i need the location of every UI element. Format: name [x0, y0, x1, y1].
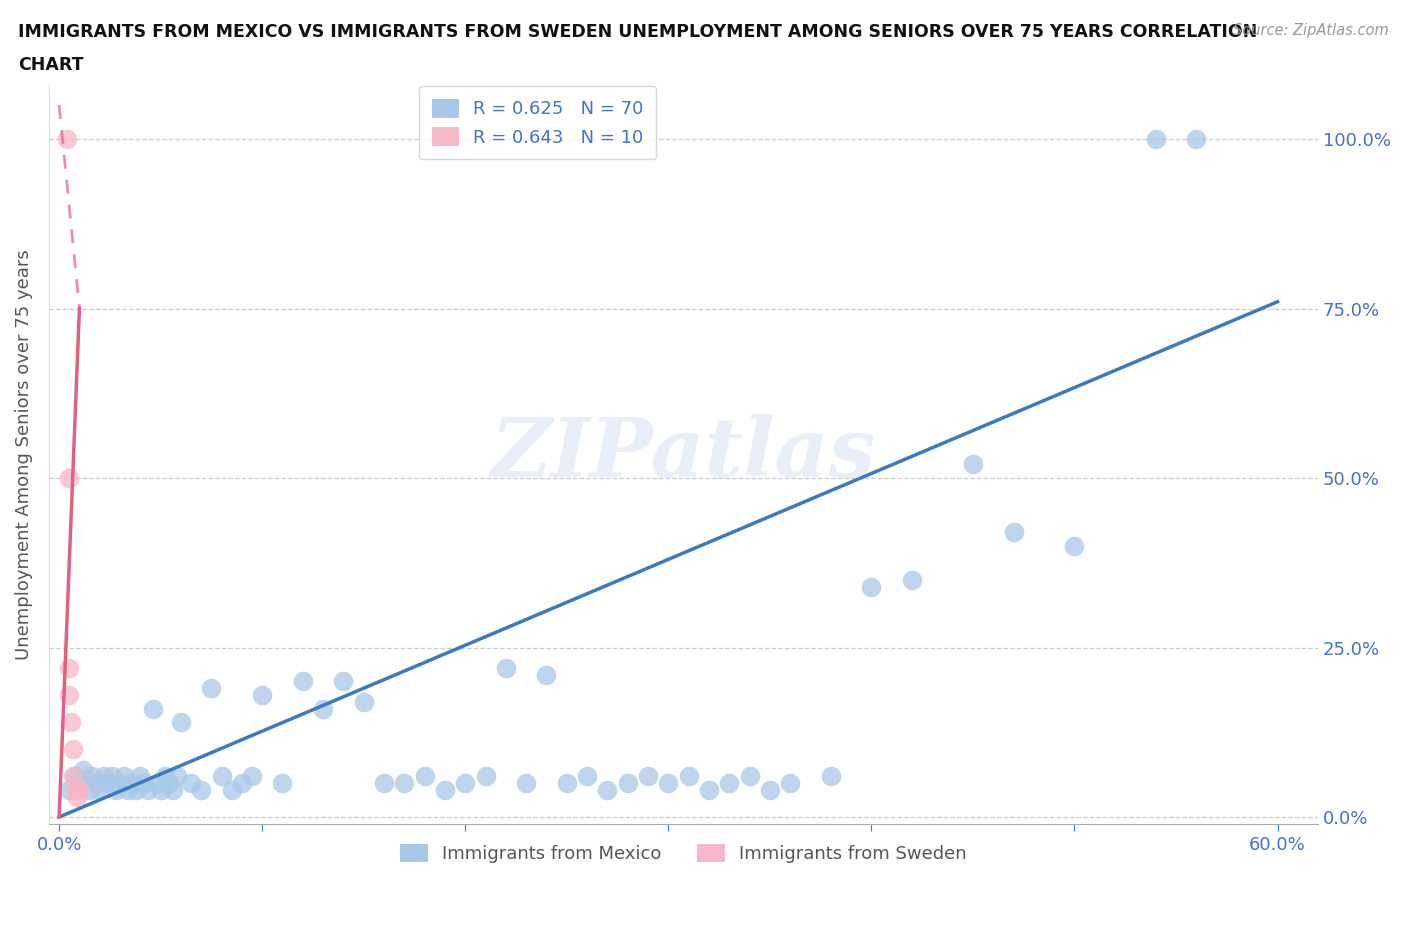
Point	[332, 674, 354, 689]
Point	[901, 572, 924, 587]
Point	[134, 776, 156, 790]
Point	[58, 782, 80, 797]
Point	[93, 769, 115, 784]
Point	[129, 769, 152, 784]
Point	[145, 776, 167, 790]
Point	[62, 742, 84, 757]
Text: ZIPatlas: ZIPatlas	[491, 414, 876, 494]
Point	[779, 776, 801, 790]
Point	[291, 674, 314, 689]
Point	[474, 769, 496, 784]
Point	[759, 782, 782, 797]
Legend: Immigrants from Mexico, Immigrants from Sweden: Immigrants from Mexico, Immigrants from …	[394, 836, 974, 870]
Point	[66, 790, 89, 804]
Text: CHART: CHART	[18, 56, 84, 73]
Point	[657, 776, 679, 790]
Point	[62, 769, 84, 784]
Point	[97, 776, 120, 790]
Point	[1002, 525, 1025, 539]
Point	[84, 776, 107, 790]
Point	[454, 776, 477, 790]
Point	[89, 782, 111, 797]
Point	[80, 769, 103, 784]
Point	[718, 776, 741, 790]
Point	[108, 776, 131, 790]
Point	[79, 782, 101, 797]
Point	[153, 769, 176, 784]
Point	[157, 776, 180, 790]
Point	[170, 714, 193, 729]
Point	[240, 769, 263, 784]
Point	[1063, 538, 1085, 553]
Point	[58, 471, 80, 485]
Point	[231, 776, 253, 790]
Text: IMMIGRANTS FROM MEXICO VS IMMIGRANTS FROM SWEDEN UNEMPLOYMENT AMONG SENIORS OVER: IMMIGRANTS FROM MEXICO VS IMMIGRANTS FRO…	[18, 23, 1257, 41]
Point	[413, 769, 436, 784]
Point	[166, 769, 188, 784]
Point	[149, 782, 172, 797]
Point	[433, 782, 456, 797]
Point	[117, 782, 139, 797]
Point	[200, 681, 222, 696]
Point	[1144, 131, 1167, 146]
Point	[221, 782, 243, 797]
Point	[738, 769, 761, 784]
Point	[162, 782, 184, 797]
Point	[576, 769, 599, 784]
Point	[596, 782, 619, 797]
Point	[67, 782, 90, 797]
Point	[65, 782, 87, 797]
Point	[125, 782, 148, 797]
Point	[860, 579, 883, 594]
Point	[211, 769, 233, 784]
Point	[678, 769, 700, 784]
Point	[515, 776, 537, 790]
Point	[697, 782, 720, 797]
Point	[101, 769, 124, 784]
Point	[112, 769, 135, 784]
Point	[65, 769, 87, 784]
Y-axis label: Unemployment Among Seniors over 75 years: Unemployment Among Seniors over 75 years	[15, 249, 32, 659]
Point	[962, 457, 984, 472]
Point	[637, 769, 659, 784]
Point	[67, 776, 90, 790]
Point	[60, 714, 83, 729]
Point	[271, 776, 294, 790]
Point	[56, 131, 79, 146]
Text: Source: ZipAtlas.com: Source: ZipAtlas.com	[1233, 23, 1389, 38]
Point	[312, 701, 335, 716]
Point	[58, 660, 80, 675]
Point	[180, 776, 202, 790]
Point	[141, 701, 163, 716]
Point	[1185, 131, 1208, 146]
Point	[820, 769, 842, 784]
Point	[138, 782, 160, 797]
Point	[58, 687, 80, 702]
Point	[353, 695, 375, 710]
Point	[495, 660, 517, 675]
Point	[190, 782, 212, 797]
Point	[394, 776, 416, 790]
Point	[121, 776, 143, 790]
Point	[250, 687, 273, 702]
Point	[555, 776, 578, 790]
Point	[616, 776, 638, 790]
Point	[373, 776, 395, 790]
Point	[104, 782, 127, 797]
Point	[72, 763, 94, 777]
Point	[536, 667, 558, 682]
